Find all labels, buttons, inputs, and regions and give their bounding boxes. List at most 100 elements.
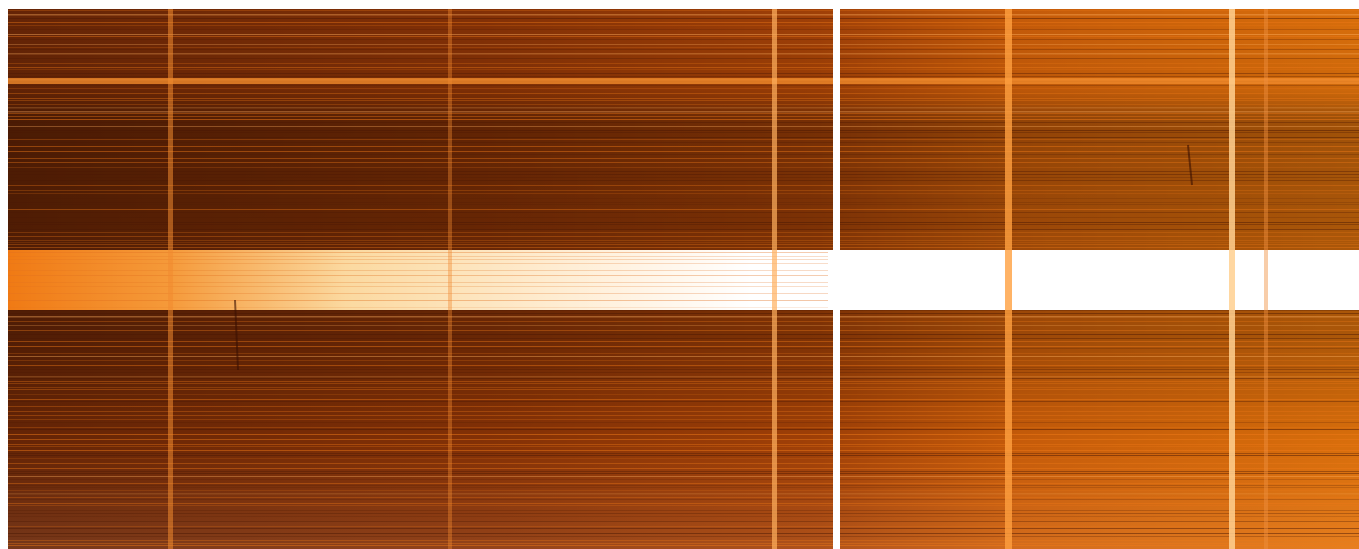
- streak: [8, 116, 1359, 117]
- streak: [8, 151, 1359, 152]
- streak: [8, 49, 1359, 50]
- streak: [8, 130, 1359, 131]
- streak: [8, 533, 1359, 534]
- band-line: [8, 263, 828, 264]
- bright-row: [8, 78, 1359, 84]
- streak: [8, 429, 1359, 430]
- streak: [8, 545, 1359, 546]
- streak: [8, 521, 1359, 522]
- streak: [8, 85, 1359, 86]
- streak: [8, 310, 1359, 311]
- streak: [8, 162, 1359, 163]
- streak: [8, 369, 1359, 370]
- streak: [8, 185, 1359, 186]
- vertical-line: [168, 9, 173, 549]
- streak: [8, 528, 1359, 529]
- streak: [8, 137, 1359, 138]
- streak: [8, 341, 1359, 342]
- streak: [8, 93, 1359, 94]
- streak: [8, 372, 1359, 373]
- streak: [8, 63, 1359, 64]
- streak: [8, 490, 1359, 491]
- streak: [8, 360, 1359, 361]
- streak: [8, 67, 1359, 68]
- streak: [8, 236, 1359, 237]
- streak: [8, 389, 1359, 390]
- streak: [8, 202, 1359, 203]
- page: (() => { const ns = 'http://www.w3.org/2…: [0, 0, 1359, 549]
- streak: [8, 142, 1359, 143]
- streak: [8, 348, 1359, 349]
- streak: [8, 513, 1359, 514]
- streak: [8, 376, 1359, 378]
- streak: [8, 450, 1359, 451]
- streak: [8, 204, 1359, 205]
- streak: [8, 34, 1359, 35]
- streak: [8, 536, 1359, 537]
- streak: [8, 209, 1359, 210]
- streak: [8, 222, 1359, 223]
- vertical-line: [1005, 9, 1012, 549]
- streak: [8, 154, 1359, 155]
- streak: [8, 356, 1359, 357]
- streak: [8, 224, 1359, 225]
- streak: [8, 104, 1359, 105]
- vertical-line: [448, 9, 452, 549]
- streak: [8, 47, 1359, 48]
- band-line: [8, 286, 828, 287]
- streak: [8, 325, 1359, 326]
- streak: [8, 212, 1359, 213]
- streak: [8, 29, 1359, 30]
- streak: [8, 229, 1359, 230]
- streak: [8, 88, 1359, 89]
- streak: [8, 69, 1359, 70]
- vertical-line: [772, 9, 777, 549]
- streak: [8, 458, 1359, 459]
- streak: [8, 401, 1359, 402]
- streak: [8, 122, 1359, 123]
- streak: [8, 126, 1359, 127]
- streak: [8, 497, 1359, 498]
- band-line: [8, 256, 828, 257]
- band-line: [8, 270, 828, 271]
- streak: [8, 98, 1359, 99]
- streak: [8, 14, 1359, 16]
- band-line: [8, 300, 828, 301]
- streak: [8, 334, 1359, 335]
- streak: [8, 383, 1359, 384]
- streak: [8, 479, 1359, 480]
- streak: [8, 244, 1359, 245]
- streak: [8, 453, 1359, 454]
- streak: [8, 316, 1359, 318]
- streak: [8, 493, 1359, 495]
- streak: [8, 510, 1359, 511]
- streak: [8, 242, 1359, 243]
- streak: [8, 100, 1359, 101]
- streak: [8, 171, 1359, 172]
- streak: [8, 53, 1359, 55]
- streak: [8, 516, 1359, 517]
- streak: [8, 485, 1359, 486]
- streak: [8, 10, 1359, 11]
- streak: [8, 44, 1359, 45]
- streak: [8, 177, 1359, 178]
- streak: [8, 446, 1359, 447]
- streak: [8, 505, 1359, 506]
- streak: [8, 240, 1359, 241]
- streak: [8, 543, 1359, 544]
- streak: [8, 427, 1359, 428]
- spectrum-image: [0, 0, 1359, 549]
- streak: [8, 471, 1359, 472]
- streak: [8, 367, 1359, 368]
- streak: [8, 444, 1359, 445]
- streak: [8, 526, 1359, 527]
- streak: [8, 232, 1359, 233]
- streak: [8, 113, 1359, 114]
- streak: [8, 439, 1359, 440]
- streak: [8, 22, 1359, 23]
- streak: [8, 321, 1359, 322]
- streak: [8, 39, 1359, 40]
- streak: [8, 190, 1359, 191]
- streak: [8, 468, 1359, 469]
- streak: [8, 503, 1359, 504]
